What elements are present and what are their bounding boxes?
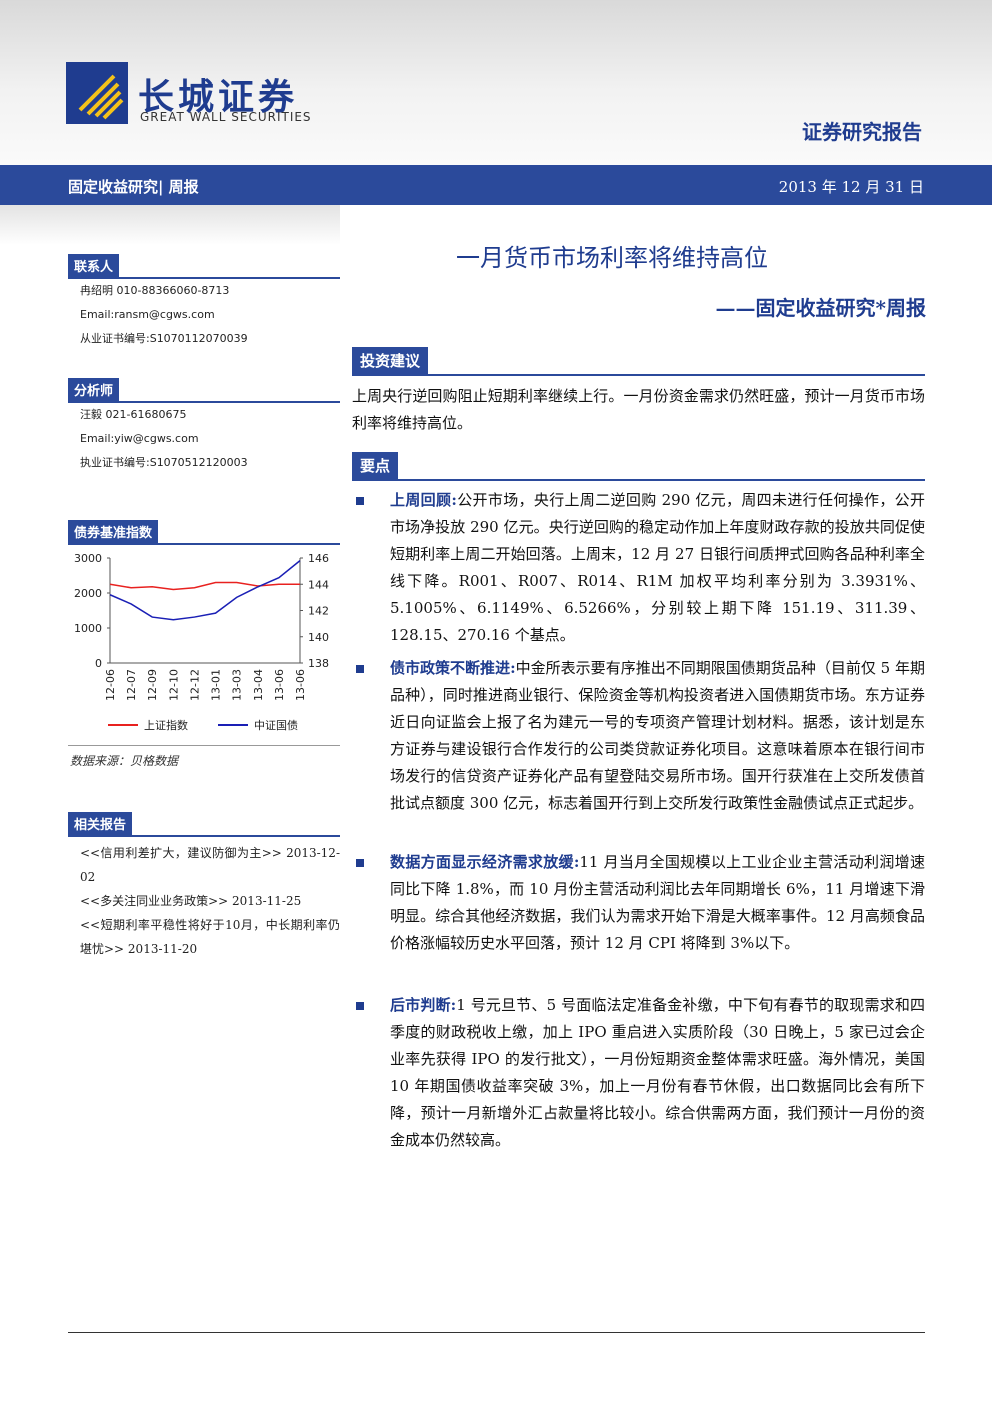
x-tick-label: 13-04 bbox=[252, 669, 265, 701]
point-text: 11 月当月全国规模以上工业企业主营活动利润增速同比下降 1.8%，而 10 月… bbox=[390, 853, 925, 952]
point: 数据方面显示经济需求放缓:11 月当月全国规模以上工业企业主营活动利润增速同比下… bbox=[390, 849, 925, 957]
logo-icon bbox=[66, 62, 128, 124]
y2-tick-label: 138 bbox=[308, 657, 329, 670]
section-rule bbox=[352, 479, 925, 481]
logo-cn: 长城证券 bbox=[138, 76, 299, 118]
section-rule bbox=[352, 374, 925, 376]
bullet bbox=[356, 1002, 364, 1010]
point: 债市政策不断推进:中金所表示要有序推出不同期限国债期货品种（目前仅 5 年期品种… bbox=[390, 655, 925, 817]
section-heading: 债券基准指数 bbox=[68, 520, 159, 543]
section-heading: 相关报告 bbox=[68, 812, 133, 835]
point-lead: 后市判断: bbox=[390, 996, 457, 1014]
bullet bbox=[356, 665, 364, 673]
point-text: 1 号元旦节、5 号面临法定准备金补缴，中下旬有春节的取现需求和四季度的财政税收… bbox=[390, 996, 925, 1149]
legend-label: 上证指数 bbox=[144, 718, 188, 732]
point: 上周回顾:公开市场，央行上周二逆回购 290 亿元，周四未进行任何操作，公开市场… bbox=[390, 487, 925, 649]
section-rule bbox=[68, 835, 340, 837]
x-tick-label: 12-06 bbox=[104, 669, 117, 701]
related-reports: 相关报告 <<信用利差扩大，建议防御为主>> 2013-12-02 <<多关注同… bbox=[68, 812, 340, 961]
report-subtitle: ——固定收益研究*周报 bbox=[715, 296, 926, 320]
line: 汪毅 021-61680675 bbox=[80, 408, 187, 421]
report-type: 证券研究报告 bbox=[802, 120, 922, 144]
analyst-lines: 汪毅 021-61680675 Email:yiw@cgws.com 执业证书编… bbox=[80, 403, 340, 475]
section-rule bbox=[68, 543, 340, 545]
related-list: <<信用利差扩大，建议防御为主>> 2013-12-02 <<多关注同业业务政策… bbox=[80, 841, 340, 961]
legend-label: 中证国债 bbox=[254, 718, 298, 732]
y-tick-label: 2000 bbox=[74, 587, 102, 600]
y-tick-label: 1000 bbox=[74, 622, 102, 635]
point-lead: 上周回顾: bbox=[390, 491, 457, 509]
chart-source: 数据来源：贝格数据 bbox=[70, 754, 179, 768]
line: Email:yiw@cgws.com bbox=[80, 432, 199, 445]
chart-heading-block: 债券基准指数 bbox=[68, 520, 340, 545]
y2-tick-label: 142 bbox=[308, 605, 329, 618]
x-tick-label: 13-01 bbox=[210, 669, 223, 701]
section-rule bbox=[68, 401, 340, 403]
related-item[interactable]: <<多关注同业业务政策>> 2013-11-25 bbox=[80, 894, 302, 908]
y2-tick-label: 144 bbox=[308, 578, 329, 591]
line: 从业证书编号:S1070112070039 bbox=[80, 332, 248, 345]
section-heading: 联系人 bbox=[68, 254, 120, 277]
point-lead: 数据方面显示经济需求放缓: bbox=[390, 853, 580, 871]
band-left: 固定收益研究| 周报 bbox=[68, 178, 199, 196]
chart-rule bbox=[68, 745, 340, 746]
header-band: 固定收益研究| 周报 2013 年 12 月 31 日 bbox=[0, 165, 992, 205]
x-tick-label: 12-07 bbox=[125, 669, 138, 701]
bullet bbox=[356, 497, 364, 505]
bullet bbox=[356, 859, 364, 867]
contact-lines: 冉绍明 010-88366060-8713 Email:ransm@cgws.c… bbox=[80, 279, 340, 351]
section-rule bbox=[68, 277, 340, 279]
header-background bbox=[0, 0, 992, 165]
footer-rule bbox=[68, 1332, 925, 1333]
section-heading: 投资建议 bbox=[352, 347, 429, 374]
point-lead: 债市政策不断推进: bbox=[390, 659, 516, 677]
report-title: 一月货币市场利率将维持高位 bbox=[456, 244, 768, 272]
analysts: 分析师 汪毅 021-61680675 Email:yiw@cgws.com 执… bbox=[68, 378, 340, 475]
section-heading: 分析师 bbox=[68, 378, 120, 401]
points-heading-block: 要点 bbox=[352, 452, 925, 481]
x-tick-label: 12-09 bbox=[146, 669, 159, 701]
x-tick-label: 12-12 bbox=[188, 669, 201, 701]
series-line bbox=[109, 560, 301, 621]
y2-tick-label: 140 bbox=[308, 631, 329, 644]
point-text: 公开市场，央行上周二逆回购 290 亿元，周四未进行任何操作，公开市场净投放 2… bbox=[390, 491, 925, 644]
chart: 0 1000 2000 3000 138 140 142 144 146 12-06 12-07 12… bbox=[74, 552, 329, 732]
sidebar-background bbox=[0, 205, 340, 245]
related-item[interactable]: <<短期利率平稳性将好于10月，中长期利率仍堪忧>> 2013-11-20 bbox=[80, 918, 340, 956]
line: 冉绍明 010-88366060-8713 bbox=[80, 284, 230, 297]
x-tick-label: 12-10 bbox=[167, 669, 180, 701]
contacts: 联系人 冉绍明 010-88366060-8713 Email:ransm@cg… bbox=[68, 254, 340, 351]
x-tick-label: 13-06 bbox=[294, 669, 307, 701]
y-tick-label: 0 bbox=[95, 657, 102, 670]
logo-en: GREAT WALL SECURITIES bbox=[140, 110, 312, 124]
advice-text: 上周央行逆回购阻止短期利率继续上行。一月份资金需求仍然旺盛，预计一月货币市场利率… bbox=[352, 387, 925, 432]
y2-tick-label: 146 bbox=[308, 552, 329, 565]
line: 执业证书编号:S1070512120003 bbox=[80, 456, 248, 469]
series-line bbox=[109, 581, 300, 591]
x-tick-label: 13-06 bbox=[273, 669, 286, 701]
x-tick-label: 13-03 bbox=[231, 669, 244, 701]
advice-heading-block: 投资建议 bbox=[352, 347, 925, 376]
related-item[interactable]: <<信用利差扩大，建议防御为主>> 2013-12-02 bbox=[80, 846, 340, 884]
point-text: 中金所表示要有序推出不同期限国债期货品种（目前仅 5 年期品种），同时推进商业银… bbox=[390, 659, 925, 812]
report-date: 2013 年 12 月 31 日 bbox=[778, 178, 924, 196]
section-heading: 要点 bbox=[352, 452, 399, 479]
y-tick-label: 3000 bbox=[74, 552, 102, 565]
line: Email:ransm@cgws.com bbox=[80, 308, 215, 321]
point: 后市判断:1 号元旦节、5 号面临法定准备金补缴，中下旬有春节的取现需求和四季度… bbox=[390, 992, 925, 1154]
